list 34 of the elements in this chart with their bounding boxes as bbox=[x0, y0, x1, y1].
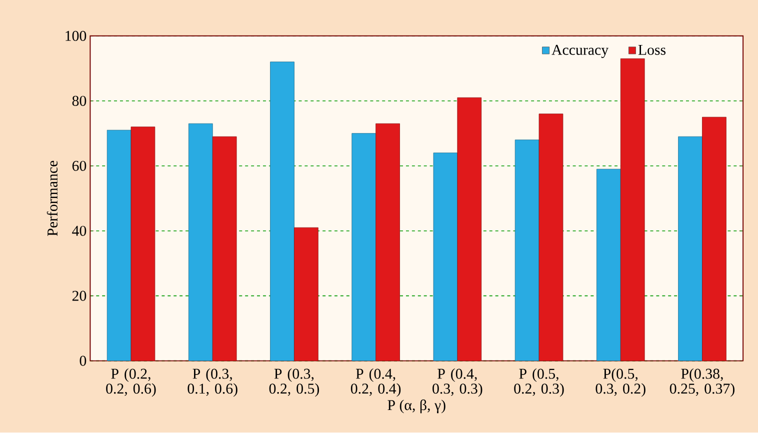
y-tick-label: 0 bbox=[80, 356, 86, 366]
y-tick-label: 20 bbox=[72, 291, 86, 302]
x-tick-label: P(0.5, 0.3, 0.2) bbox=[596, 368, 646, 397]
x-tick-label: P (0.4, 0.2, 0.4) bbox=[350, 368, 401, 397]
legend-label: Accuracy bbox=[552, 45, 608, 58]
x-tick-label: P (0.2, 0.2, 0.6) bbox=[106, 368, 156, 397]
x-tick-label: P (0.5, 0.2, 0.3) bbox=[514, 368, 564, 397]
y-tick-label: 80 bbox=[72, 96, 86, 106]
y-tick-label: 40 bbox=[72, 226, 86, 236]
x-tick-label: P (0.3, 0.2, 0.5) bbox=[269, 368, 319, 397]
bar bbox=[130, 126, 156, 362]
bar bbox=[433, 152, 458, 362]
bar bbox=[212, 136, 237, 362]
x-tick-label: P (0.3, 0.1, 0.6) bbox=[188, 368, 238, 397]
y-axis-title: Performance bbox=[46, 161, 58, 236]
bar bbox=[270, 62, 294, 362]
x-tick-label: P (0.4, 0.3, 0.3) bbox=[432, 368, 482, 397]
bar bbox=[538, 114, 564, 362]
bar bbox=[514, 140, 540, 362]
bar bbox=[294, 228, 318, 362]
bar bbox=[678, 136, 702, 362]
bar bbox=[596, 169, 621, 362]
x-tick-label: P(0.38, 0.25, 0.37) bbox=[670, 368, 734, 397]
bar bbox=[457, 98, 482, 362]
bar bbox=[702, 117, 726, 362]
bar bbox=[106, 130, 132, 362]
bar bbox=[376, 124, 400, 362]
bar bbox=[620, 58, 645, 362]
bar bbox=[352, 133, 376, 362]
x-axis-title: P (α, β, γ) bbox=[388, 400, 446, 414]
legend-label: Loss bbox=[638, 45, 666, 56]
bar bbox=[188, 124, 213, 362]
y-tick-label: 100 bbox=[66, 31, 86, 42]
y-tick-label: 60 bbox=[72, 161, 86, 172]
